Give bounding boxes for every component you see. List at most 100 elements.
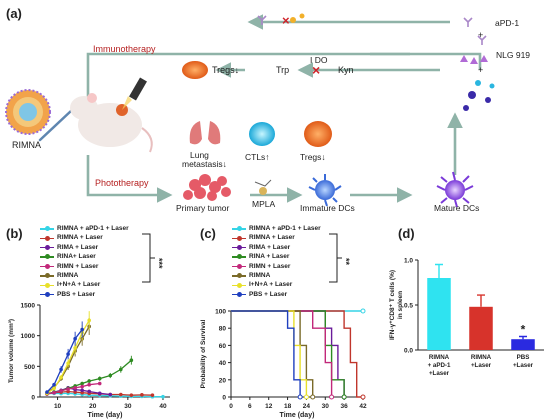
survival-end-marker xyxy=(310,394,316,400)
rimna-label: RIMNA xyxy=(12,140,41,150)
data-point xyxy=(52,386,56,391)
data-point xyxy=(119,392,123,397)
data-point xyxy=(97,381,102,386)
legend-label: RIMNA + Laser xyxy=(249,234,295,242)
legend-label: I+N+A + Laser xyxy=(249,281,293,289)
survival-line xyxy=(231,310,308,397)
legend-entry: RIMNA xyxy=(40,271,129,280)
significance-bracket xyxy=(142,233,155,283)
survival-line xyxy=(231,310,333,397)
legend-swatch xyxy=(232,263,246,269)
ido-label: I DO xyxy=(310,55,328,65)
legend-label: RIMA + Laser xyxy=(57,243,99,251)
legend-b: RIMNA + aPD-1 + Laser RIMNA + Laser RIMA +… xyxy=(40,224,129,299)
category-label: RIMNA xyxy=(471,354,492,361)
error-bar xyxy=(435,263,443,278)
tregs2-label: Tregs↓ xyxy=(300,152,326,162)
legend-label: RIMA + Laser xyxy=(249,243,291,251)
legend-swatch xyxy=(40,292,54,298)
bar xyxy=(469,306,493,350)
y-tick-label: 100 xyxy=(215,309,226,316)
legend-swatch xyxy=(40,273,54,279)
mpla-icon xyxy=(254,179,272,195)
kyn-label: Kyn xyxy=(338,65,354,75)
panel-c-letter: (c) xyxy=(200,226,216,241)
panel-d-letter: (d) xyxy=(398,226,415,241)
panel-a-letter: (a) xyxy=(6,6,22,21)
legend-label: RIMN + Laser xyxy=(249,262,291,270)
legend-label: RIMNA + aPD-1 + Laser xyxy=(249,225,321,232)
legend-entry: RIMNA + Laser xyxy=(40,233,129,242)
legend-label: PBS + Laser xyxy=(57,290,96,298)
svg-text:×: × xyxy=(282,13,290,28)
legend-label: RIMNA + Laser xyxy=(57,234,103,242)
y-tick-label: 0 xyxy=(222,395,226,402)
y-tick-label: 60 xyxy=(219,343,227,350)
survival-end-marker xyxy=(341,394,347,400)
legend-label: PBS + Laser xyxy=(249,290,288,298)
treg-cell-icon-2 xyxy=(304,121,332,147)
y-tick-label: 1000 xyxy=(21,333,36,340)
legend-swatch xyxy=(40,235,54,241)
legend-entry: PBS + Laser xyxy=(232,290,321,299)
category-label: RIMNA xyxy=(429,354,450,361)
survival-end-marker xyxy=(329,394,335,400)
y-tick-label: 0.0 xyxy=(404,348,413,355)
x-tick-label: 0 xyxy=(229,403,233,410)
bar xyxy=(427,278,451,350)
tumor-volume-chart: *** 0 500 1000 1500 10 20 30 40 Time (day) Tumor v… xyxy=(8,233,170,419)
top-frame-line xyxy=(86,52,482,105)
data-point xyxy=(59,389,63,393)
x-axis-label: Time (day) xyxy=(88,412,123,419)
data-point xyxy=(140,393,144,397)
x-tick-label: 20 xyxy=(89,403,97,410)
legend-swatch xyxy=(40,263,54,269)
immunotherapy-label: Immunotherapy xyxy=(93,44,156,54)
plus-1: + xyxy=(478,30,484,40)
x-axis-label: Time (day) xyxy=(280,412,315,419)
data-point xyxy=(87,389,91,394)
y-tick-label: 80 xyxy=(219,326,227,333)
primary-tumor-icon xyxy=(183,174,231,201)
data-point xyxy=(108,392,113,397)
data-point xyxy=(73,336,77,341)
data-point xyxy=(52,390,56,395)
legend-entry: PBS + Laser xyxy=(40,290,129,299)
legend-swatch xyxy=(40,226,54,232)
data-point xyxy=(59,375,63,380)
y-tick-label: 40 xyxy=(219,360,227,367)
tregs-label: Tregs↓ xyxy=(212,65,240,75)
category-label: +Laser xyxy=(513,362,534,369)
y-tick-label: 1.0 xyxy=(404,258,413,265)
data-point xyxy=(87,318,91,323)
legend-entry: RIMNA + aPD-1 + Laser xyxy=(40,224,129,233)
significance-bracket xyxy=(329,233,342,283)
survival-end-marker xyxy=(360,308,366,314)
legend-entry: RINA + Laser xyxy=(232,252,321,261)
y-tick-label: 0 xyxy=(31,395,35,402)
legend-entry: RINA+ Laser xyxy=(40,252,129,261)
survival-line xyxy=(231,310,345,397)
apd1-label: aPD-1 xyxy=(495,18,520,28)
y-axis-label-2: in spleen xyxy=(397,291,404,319)
data-point xyxy=(52,382,56,387)
category-label: + aPD-1 xyxy=(428,362,451,369)
antibody-icon xyxy=(463,17,473,27)
category-label: +Laser xyxy=(429,370,450,377)
x-tick-label: 30 xyxy=(124,403,132,410)
data-point xyxy=(80,381,84,386)
legend-swatch xyxy=(40,254,54,260)
x-tick-label: 12 xyxy=(265,403,273,410)
y-tick-label: 20 xyxy=(219,377,227,384)
mature-dcs-label: Mature DCs xyxy=(434,203,480,213)
legend-label: RINA+ Laser xyxy=(57,253,96,261)
plus-2: + xyxy=(478,65,484,75)
legend-label: RIMNA xyxy=(249,272,271,280)
ctl-cell-icon xyxy=(249,122,275,146)
trp-label: Trp xyxy=(276,65,290,75)
legend-label: RIMNA xyxy=(57,272,79,280)
data-point xyxy=(87,379,91,383)
legend-swatch xyxy=(40,245,54,251)
legend-entry: RIMNA + aPD-1 + Laser xyxy=(232,224,321,233)
laser-icon xyxy=(122,77,147,110)
